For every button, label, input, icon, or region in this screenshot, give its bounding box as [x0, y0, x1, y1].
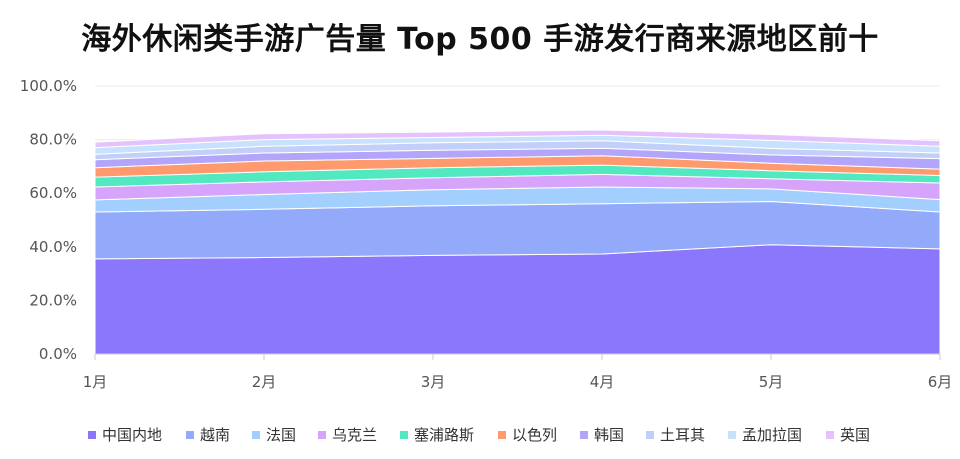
- x-tick-label: 6月: [928, 373, 953, 391]
- legend-swatch: [498, 431, 506, 439]
- legend-swatch: [728, 431, 736, 439]
- legend-label: 韩国: [594, 426, 624, 444]
- area-series-0: [94, 244, 941, 355]
- legend-label: 塞浦路斯: [414, 426, 474, 444]
- y-tick-label: 0.0%: [39, 345, 77, 363]
- x-tick-label: 3月: [421, 373, 446, 391]
- axes: 0.0% 20.0% 40.0% 60.0% 80.0% 100.0% 1月 2月 3月 4月 5月…: [20, 77, 952, 391]
- chart-title: 海外休闲类手游广告量 Top 500 手游发行商来源地区前十: [81, 22, 879, 57]
- y-tick-label: 100.0%: [20, 77, 77, 95]
- legend-label: 土耳其: [660, 426, 705, 444]
- legend-swatch: [826, 431, 834, 439]
- y-tick-label: 60.0%: [29, 184, 77, 202]
- legend-swatch: [252, 431, 260, 439]
- legend-label: 越南: [200, 426, 230, 444]
- x-tick-label: 2月: [252, 373, 277, 391]
- legend-swatch: [580, 431, 588, 439]
- legend-swatch: [318, 431, 326, 439]
- legend: 中国内地 越南 法国 乌克兰 塞浦路斯 以色列 韩国 土耳其 孟加拉国 英国: [88, 426, 870, 444]
- legend-swatch: [400, 431, 408, 439]
- legend-swatch: [646, 431, 654, 439]
- legend-label: 孟加拉国: [742, 426, 802, 444]
- x-tick-label: 1月: [83, 373, 108, 391]
- legend-label: 英国: [840, 426, 870, 444]
- legend-swatch: [186, 431, 194, 439]
- legend-label: 中国内地: [102, 426, 162, 444]
- legend-label: 以色列: [512, 426, 557, 444]
- y-tick-label: 80.0%: [29, 131, 77, 149]
- legend-label: 法国: [266, 426, 296, 444]
- legend-swatch: [88, 431, 96, 439]
- x-tick-label: 5月: [759, 373, 784, 391]
- y-tick-label: 20.0%: [29, 291, 77, 309]
- x-tick-label: 4月: [590, 373, 615, 391]
- areas: [94, 129, 941, 355]
- legend-label: 乌克兰: [332, 426, 377, 444]
- y-tick-label: 40.0%: [29, 238, 77, 256]
